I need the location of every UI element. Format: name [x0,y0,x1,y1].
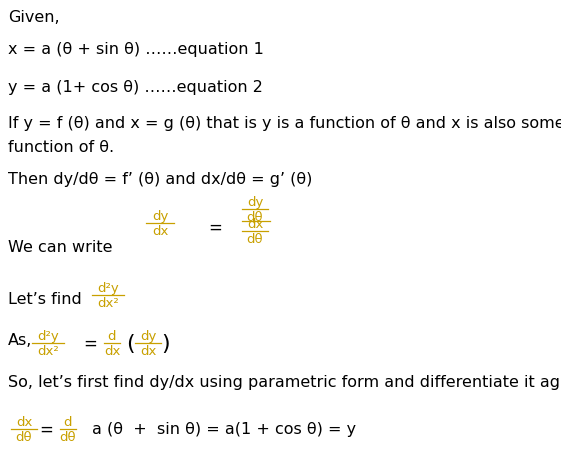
Text: a (θ  +  sin θ) = a(1 + cos θ) = y: a (θ + sin θ) = a(1 + cos θ) = y [92,422,356,436]
Text: (: ( [126,333,134,353]
Text: So, let’s first find dy/dx using parametric form and differentiate it again.: So, let’s first find dy/dx using paramet… [8,374,561,389]
Text: dy: dy [247,196,263,208]
Text: =: = [83,334,97,352]
Text: dy: dy [152,210,168,222]
Text: If y = f (θ) and x = g (θ) that is y is a function of θ and x is also some other: If y = f (θ) and x = g (θ) that is y is … [8,116,561,131]
Text: d: d [108,329,116,342]
Text: d: d [64,415,72,428]
Text: dθ: dθ [16,430,33,443]
Text: x = a (θ + sin θ) ……equation 1: x = a (θ + sin θ) ……equation 1 [8,42,264,57]
Text: dθ: dθ [247,211,263,223]
Text: We can write: We can write [8,239,113,254]
Text: As,: As, [8,332,33,347]
Text: Given,: Given, [8,10,59,25]
Text: Then dy/dθ = f’ (θ) and dx/dθ = g’ (θ): Then dy/dθ = f’ (θ) and dx/dθ = g’ (θ) [8,172,312,187]
Text: d²y: d²y [97,281,119,294]
Text: dx: dx [140,344,156,357]
Text: ): ) [162,333,171,353]
Text: d²y: d²y [37,329,59,342]
Text: function of θ.: function of θ. [8,140,114,155]
Text: =: = [208,218,222,237]
Text: dx: dx [247,217,263,231]
Text: Let’s find: Let’s find [8,291,82,306]
Text: dx: dx [104,344,120,357]
Text: =: = [39,420,53,438]
Text: y = a (1+ cos θ) ……equation 2: y = a (1+ cos θ) ……equation 2 [8,80,263,95]
Text: dx²: dx² [37,344,59,357]
Text: dx²: dx² [97,296,119,309]
Text: dx: dx [152,224,168,238]
Text: dy: dy [140,329,156,342]
Text: dx: dx [16,415,32,428]
Text: dθ: dθ [59,430,76,443]
Text: dθ: dθ [247,233,263,245]
